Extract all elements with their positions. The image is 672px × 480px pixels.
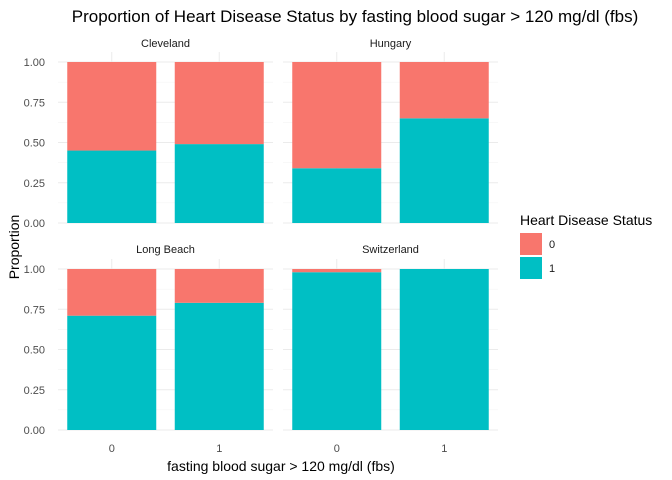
y-tick-label: 0.25 xyxy=(24,385,45,397)
facet-label: Hungary xyxy=(370,38,412,50)
legend-title: Heart Disease Status xyxy=(520,212,652,228)
x-tick-label: 0 xyxy=(334,443,340,455)
bar-segment-status-0 xyxy=(292,62,382,169)
bar-segment-status-0 xyxy=(174,269,264,303)
y-tick-label: 0.75 xyxy=(24,304,45,316)
panel-hungary: Hungary xyxy=(283,38,498,224)
y-tick-label: 0.25 xyxy=(24,178,45,190)
bar-segment-status-0 xyxy=(399,62,489,119)
legend-label: 1 xyxy=(549,263,555,275)
bar-segment-status-1 xyxy=(399,118,489,223)
chart-title: Proportion of Heart Disease Status by fa… xyxy=(72,7,639,26)
panel-cleveland: Cleveland 0.00 0.25 0.50 0.75 1.00 xyxy=(24,38,273,230)
bar-segment-status-0 xyxy=(67,62,157,151)
legend: Heart Disease Status 0 1 xyxy=(520,212,652,279)
y-tick-label: 1.00 xyxy=(24,264,45,276)
bar-segment-status-1 xyxy=(174,302,264,430)
y-tick-label: 0.00 xyxy=(24,218,45,230)
y-tick-label: 0.00 xyxy=(24,425,45,437)
y-axis-title: Proportion xyxy=(6,215,22,280)
bar-segment-status-1 xyxy=(292,168,382,223)
bar-segment-status-0 xyxy=(292,269,382,273)
y-tick-label: 1.00 xyxy=(24,57,45,69)
legend-key-1 xyxy=(520,257,542,279)
legend-key-0 xyxy=(520,233,542,255)
panel-long-beach: Long Beach 0.00 0.25 0.50 0.75 1.00 0 1 xyxy=(24,244,273,455)
x-tick-label: 0 xyxy=(109,443,115,455)
bar-segment-status-1 xyxy=(67,150,157,223)
bar-segment-status-1 xyxy=(292,272,382,430)
facet-label: Long Beach xyxy=(136,244,195,256)
x-tick-label: 1 xyxy=(216,443,222,455)
facet-label: Cleveland xyxy=(141,38,190,50)
panel-switzerland: Switzerland 0 1 xyxy=(283,244,498,455)
y-tick-label: 0.50 xyxy=(24,138,45,150)
bar-segment-status-1 xyxy=(67,315,157,430)
bar-segment-status-0 xyxy=(67,269,157,316)
y-tick-label: 0.75 xyxy=(24,97,45,109)
facet-label: Switzerland xyxy=(362,244,419,256)
facet-panels: Cleveland 0.00 0.25 0.50 0.75 1.00 Hungary Long… xyxy=(24,38,498,455)
x-tick-label: 1 xyxy=(441,443,447,455)
bar-segment-status-1 xyxy=(174,144,264,223)
y-tick-label: 0.50 xyxy=(24,345,45,357)
bar-segment-status-1 xyxy=(399,269,489,430)
legend-label: 0 xyxy=(549,239,555,251)
bar-segment-status-0 xyxy=(174,62,264,145)
x-axis-title: fasting blood sugar > 120 mg/dl (fbs) xyxy=(167,458,395,474)
